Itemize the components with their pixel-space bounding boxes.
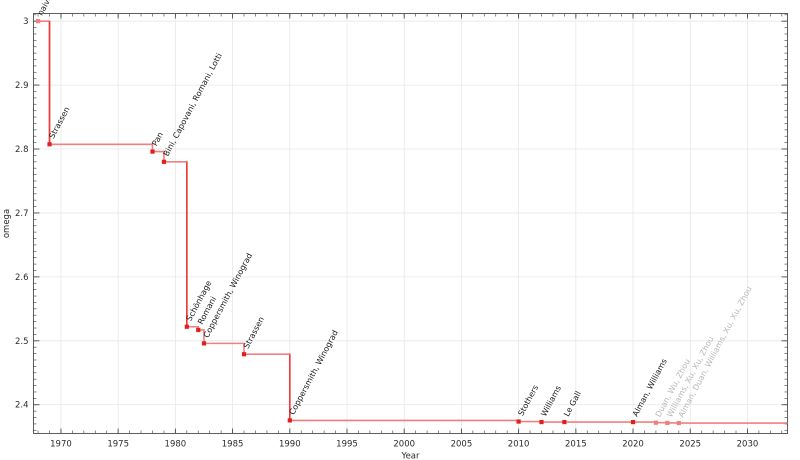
x-tick-label: 2005 bbox=[451, 440, 473, 450]
data-point-marker bbox=[653, 420, 659, 425]
algorithm-label: Le Gall bbox=[562, 390, 583, 418]
data-point-marker bbox=[539, 419, 544, 425]
x-tick-label: 2020 bbox=[622, 440, 644, 450]
x-axis-title: Year bbox=[401, 452, 421, 460]
algorithm-label: Strassen bbox=[47, 105, 71, 140]
omega-step-path bbox=[38, 20, 788, 424]
omega-step-series bbox=[38, 20, 788, 424]
data-point-marker bbox=[150, 149, 155, 154]
y-tick-label: 2.4 bbox=[15, 401, 29, 411]
x-tick-label: 1975 bbox=[107, 440, 129, 450]
data-point-marker bbox=[287, 418, 292, 423]
algorithm-label: Coppersmith, Winograd bbox=[288, 329, 340, 417]
data-point-markers bbox=[35, 19, 681, 426]
x-tick-label: 1980 bbox=[165, 440, 187, 450]
y-tick-label: 2.5 bbox=[15, 337, 29, 347]
data-point-marker bbox=[665, 420, 670, 426]
axis-ticks bbox=[33, 13, 788, 434]
x-tick-label: 1985 bbox=[222, 440, 244, 450]
algorithm-label: Pan bbox=[150, 131, 165, 148]
algorithm-label: naive bbox=[36, 0, 54, 17]
axis-lines bbox=[33, 13, 788, 434]
gridlines bbox=[33, 13, 788, 434]
data-point-marker bbox=[35, 19, 41, 24]
x-tick-label: 1970 bbox=[50, 440, 72, 450]
plot-frame bbox=[33, 13, 788, 434]
y-axis-title: omega bbox=[2, 209, 12, 238]
x-tick-label: 1990 bbox=[279, 440, 301, 450]
y-tick-label: 3 bbox=[23, 17, 28, 27]
data-point-marker bbox=[47, 142, 52, 147]
tick-labels: 1970 1975 1980 1985 1990 1995 2000 2005 2010 2015… bbox=[15, 17, 758, 449]
algorithm-label: Alman, Duan, Williams, Xu, Xu, Zhou bbox=[677, 285, 754, 419]
data-point-marker bbox=[516, 419, 521, 424]
data-point-marker bbox=[676, 420, 681, 426]
x-tick-label: 2000 bbox=[393, 440, 415, 450]
algorithm-label: Stothers bbox=[516, 384, 540, 418]
x-tick-label: 2015 bbox=[565, 440, 587, 450]
data-point-marker bbox=[201, 341, 207, 346]
algorithm-label: Strassen bbox=[242, 315, 266, 350]
x-tick-label: 2030 bbox=[737, 440, 759, 450]
data-point-marker bbox=[630, 419, 636, 425]
x-tick-label: 1995 bbox=[336, 440, 358, 450]
x-tick-label: 2010 bbox=[508, 440, 530, 450]
data-point-marker bbox=[184, 324, 189, 329]
algorithm-label: Bini, Capovani, Romani, Lotti bbox=[162, 52, 224, 158]
data-point-marker bbox=[241, 352, 247, 357]
y-tick-label: 2.9 bbox=[15, 81, 29, 91]
data-point-marker bbox=[562, 419, 567, 425]
data-point-marker bbox=[161, 159, 167, 164]
x-tick-label: 2025 bbox=[679, 440, 701, 450]
y-tick-label: 2.8 bbox=[15, 145, 29, 155]
y-tick-label: 2.7 bbox=[15, 209, 29, 219]
algorithm-label: Williams bbox=[539, 384, 563, 418]
y-tick-label: 2.6 bbox=[15, 273, 29, 283]
data-point-marker bbox=[196, 327, 201, 333]
